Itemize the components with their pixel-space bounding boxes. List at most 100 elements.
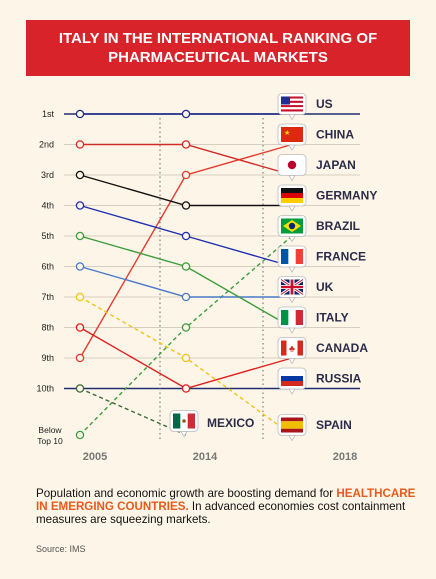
- flag-badge-pointer: [288, 175, 296, 182]
- rank-label-9th: 9th: [41, 353, 54, 363]
- data-point-us-2014: [181, 109, 191, 119]
- country-label-us: US: [316, 97, 333, 111]
- flag-canada-icon: ♣: [277, 337, 307, 365]
- flag-leaf: ♣: [289, 344, 295, 354]
- flag-mexico-icon: [169, 410, 199, 438]
- flag-spain-image: [281, 417, 303, 433]
- flag-mexico-image: [173, 413, 195, 429]
- flag-brazil-icon: [277, 215, 307, 243]
- title-line-1: ITALY IN THE INTERNATIONAL RANKING OF: [58, 30, 378, 47]
- country-label-japan: JAPAN: [316, 158, 356, 172]
- flag-stripe: [281, 96, 303, 99]
- flag-badge-pointer: [288, 327, 296, 334]
- country-label-spain: SPAIN: [316, 418, 352, 432]
- country-label-france: FRANCE: [316, 250, 366, 264]
- rank-label-10th: 10th: [36, 384, 54, 394]
- rank-label-6th: 6th: [41, 262, 54, 272]
- rank-label-8th: 8th: [41, 323, 54, 333]
- data-point-brazil-2014: [181, 323, 191, 332]
- flag-stripe: [281, 100, 303, 103]
- flag-band: [281, 188, 303, 193]
- rank-label-line: Top 10: [37, 436, 63, 446]
- flag-uk-icon: [277, 276, 307, 304]
- country-label-russia: RUSSIA: [316, 372, 362, 386]
- flag-russia-image: [281, 371, 303, 386]
- flag-badge-pointer: [288, 435, 296, 442]
- data-point-us-2005: [75, 109, 85, 119]
- flag-band: [288, 310, 296, 325]
- flag-stripe: [281, 98, 303, 101]
- data-point-france-2005: [75, 201, 85, 210]
- flag-stripe: [281, 107, 303, 110]
- title-line-2: PHARMACEUTICAL MARKETS: [108, 49, 328, 66]
- flag-band: [281, 371, 303, 376]
- series-line-japan: [80, 143, 293, 176]
- footer-highlight: HEALTHCARE IN EMERGING COUNTRIES.: [36, 487, 416, 513]
- flag-cross-red: [290, 279, 294, 295]
- flag-germany-icon: [277, 184, 307, 212]
- data-point-japan-2014: [181, 140, 191, 149]
- flag-band: [281, 249, 289, 264]
- rank-label-3rd: 3rd: [41, 170, 54, 180]
- country-label-mexico: MEXICO: [207, 416, 254, 430]
- flag-band: [286, 340, 298, 356]
- chart-title-banner: ITALY IN THE INTERNATIONAL RANKING OF PH…: [26, 20, 410, 76]
- data-point-mexico-2005: [75, 384, 85, 393]
- flag-uk-image: [280, 278, 304, 296]
- flag-star: ★: [284, 129, 290, 137]
- country-label-canada: CANADA: [316, 341, 368, 355]
- data-point-italy-2005: [75, 231, 85, 241]
- footer-caption: Population and economic growth are boost…: [36, 487, 416, 526]
- flag-band: [173, 413, 181, 429]
- data-point-canada-2014: [181, 384, 191, 393]
- rank-label-2nd: 2nd: [39, 140, 54, 150]
- rank-label-5th: 5th: [41, 231, 54, 241]
- flag-italy-icon: [277, 306, 307, 334]
- flag-stripe: [281, 102, 303, 106]
- flag-russia-icon: [277, 367, 307, 395]
- flag-band: [281, 376, 303, 381]
- flag-field: [281, 127, 303, 142]
- country-label-germany: GERMANY: [316, 189, 377, 203]
- flag-brazil-image: [281, 218, 303, 234]
- ranking-chart: 1st 2nd 3rd 4th 5th 6th 7th 8th 9th 10th Below Top …: [36, 93, 377, 463]
- data-point-spain-2014: [181, 353, 191, 363]
- flag-band: [297, 340, 303, 356]
- flag-band: [281, 198, 303, 203]
- rank-label-below-top-10: Below Top 10: [37, 425, 63, 446]
- flag-japan-icon: [277, 154, 307, 182]
- rank-label-1st: 1st: [42, 109, 55, 119]
- rank-label-line: Below: [38, 425, 62, 435]
- footer-text-before: Population and economic growth are boost…: [36, 487, 337, 500]
- flag-badge-pointer: [288, 358, 296, 365]
- series-line-mexico: [79, 387, 187, 436]
- flag-badge-pointer: [288, 205, 296, 212]
- flag-band: [281, 417, 303, 422]
- flag-emblem: [182, 419, 186, 423]
- country-label-brazil: BRAZIL: [316, 219, 360, 233]
- country-label-uk: UK: [316, 280, 334, 294]
- rank-label-7th: 7th: [41, 292, 54, 302]
- data-point-uk-2005: [75, 262, 85, 271]
- flag-canada-image: ♣: [281, 340, 303, 356]
- flag-stripe: [281, 105, 303, 108]
- data-point-france-2014: [181, 231, 191, 241]
- flag-china-image: ★: [281, 127, 303, 142]
- flag-canton: [281, 96, 290, 105]
- data-point-germany-2005: [75, 170, 85, 180]
- flag-band: [295, 249, 303, 264]
- footer-text-after: In advanced economies cost containment m…: [36, 500, 406, 526]
- flag-band: [281, 193, 303, 198]
- flag-band: [187, 413, 195, 429]
- data-point-spain-2005: [75, 292, 85, 302]
- data-point-brazil-2005: [75, 430, 85, 440]
- series-line-italy: [79, 235, 293, 329]
- flag-badge-pointer: [288, 144, 296, 151]
- data-point-china-2014: [181, 170, 191, 180]
- flag-france-image: [281, 249, 303, 264]
- year-label-2014: 2014: [193, 451, 218, 463]
- flag-us-icon: [277, 93, 307, 121]
- flag-germany-image: [281, 188, 303, 203]
- flag-stripe: [281, 109, 303, 112]
- flag-band: [281, 381, 303, 386]
